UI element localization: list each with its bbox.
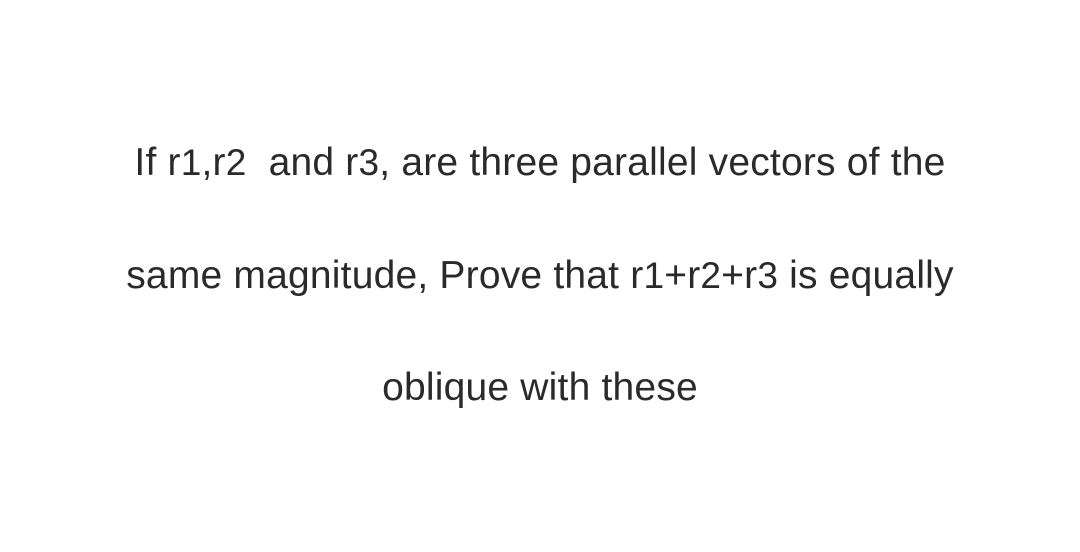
subscript: 2 <box>226 142 247 183</box>
text-line-1: If r1,r2 and r3, are three parallel vect… <box>134 138 945 189</box>
text-fragment: ,r <box>202 141 226 184</box>
subscript: 2 <box>700 255 721 296</box>
text-fragment: and r <box>247 141 359 184</box>
text-fragment: , are three parallel vectors of the <box>379 141 945 184</box>
text-fragment: +r <box>721 254 757 297</box>
subscript: 3 <box>757 255 778 296</box>
subscript: 3 <box>358 142 379 183</box>
text-line-2: same magnitude, Prove that r1+r2+r3 is e… <box>126 251 954 302</box>
text-fragment: oblique with these <box>382 366 698 409</box>
text-fragment: same magnitude, Prove that r <box>126 254 643 297</box>
problem-statement: If r1,r2 and r3, are three parallel vect… <box>0 0 1080 552</box>
subscript: 1 <box>181 142 202 183</box>
text-fragment: +r <box>664 254 700 297</box>
subscript: 1 <box>643 255 664 296</box>
text-fragment: is equally <box>778 254 954 297</box>
text-line-3: oblique with these <box>382 363 698 414</box>
text-fragment: If r <box>134 141 180 184</box>
